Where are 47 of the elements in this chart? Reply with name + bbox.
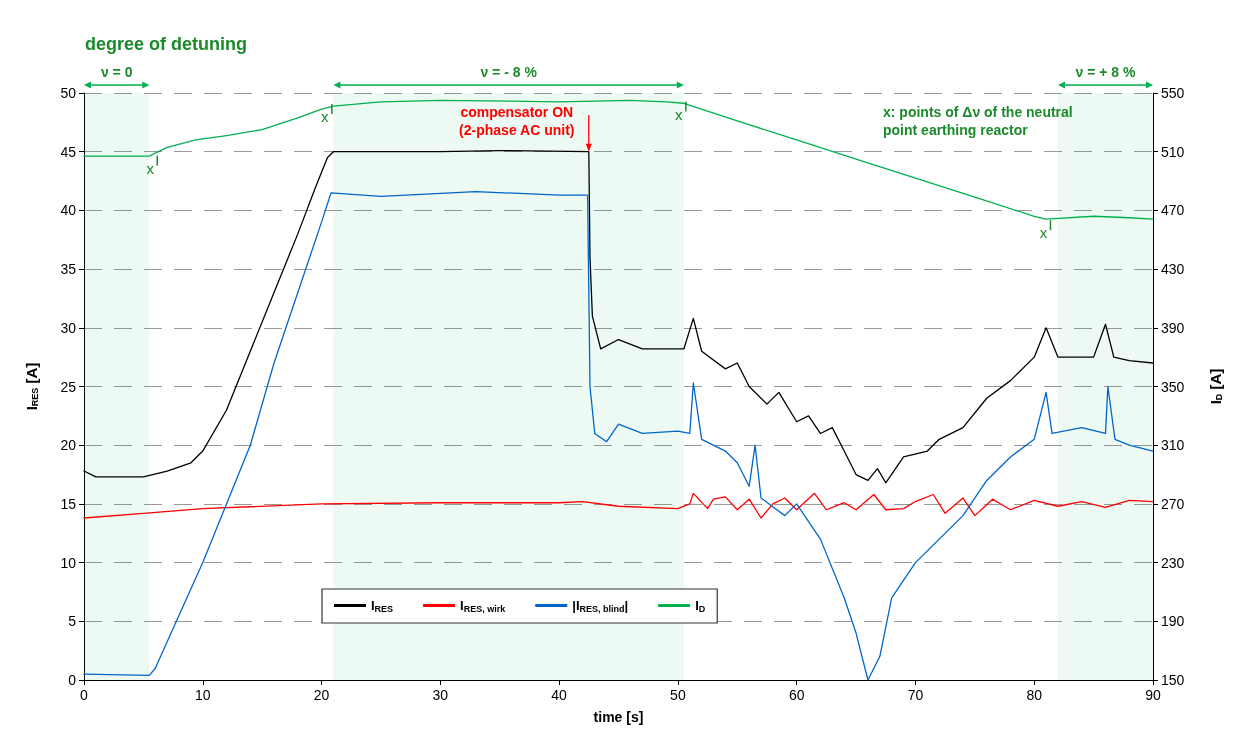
annotation: x: points of Δν of the neutral point earthing reactor [883,104,1073,138]
y-tick-label: 50 [60,85,77,101]
annotation: x [675,105,684,123]
line-series [83,99,1154,220]
x-tick-label: 40 [551,687,568,703]
x-tick-label: 90 [1145,687,1161,703]
y2-axis-title: ID [A] [1207,368,1224,405]
x-tick-label: 20 [313,687,330,703]
band-label: ν = + 8 % [1075,64,1136,80]
annotation: compensator ON (2-phase AC unit) [459,104,575,138]
y-tick-label: 25 [60,378,77,395]
y-tick-label: 5 [68,613,77,630]
y-tick-label: 35 [60,261,77,278]
line-series [83,492,1154,519]
y2-tick-label: 190 [1161,613,1185,630]
y2-tick-label: 350 [1161,378,1185,395]
band-label: ν = 0 [100,64,133,80]
y2-tick-label: 470 [1161,202,1185,219]
y-tick-label: 20 [60,437,77,454]
annotation: x [1039,224,1048,242]
x-tick-label: 30 [432,687,449,703]
annotation: x [321,107,330,125]
y-tick-label: 30 [60,319,77,336]
x-tick-label: 10 [194,687,211,703]
y2-tick-label: 230 [1161,554,1185,571]
y-tick-label: 45 [60,143,77,160]
x-tick-label: 50 [670,687,686,703]
x-tick-label: 0 [80,687,89,703]
y-axis-title: IRES [A] [23,362,40,411]
y-tick-label: 15 [60,495,77,512]
y-tick-label: 40 [60,202,77,219]
x-tick-label: 70 [907,687,924,703]
y-tick-label: 10 [60,554,77,571]
y-tick-label: 0 [68,672,77,688]
x-tick-label: 80 [1026,687,1043,703]
band-label: ν = - 8 % [480,64,538,80]
y2-tick-label: 310 [1161,437,1185,454]
x-axis-title: time [s] [593,709,644,725]
x-tick-label: 60 [788,687,805,703]
chart-title: degree of detuning [85,34,247,54]
y2-tick-label: 390 [1161,319,1185,336]
y2-tick-label: 550 [1161,85,1185,101]
annotation: x [146,159,155,177]
y2-tick-label: 430 [1161,261,1185,278]
y2-tick-label: 150 [1161,672,1185,688]
y2-tick-label: 270 [1161,495,1185,512]
y2-tick-label: 510 [1161,143,1185,160]
